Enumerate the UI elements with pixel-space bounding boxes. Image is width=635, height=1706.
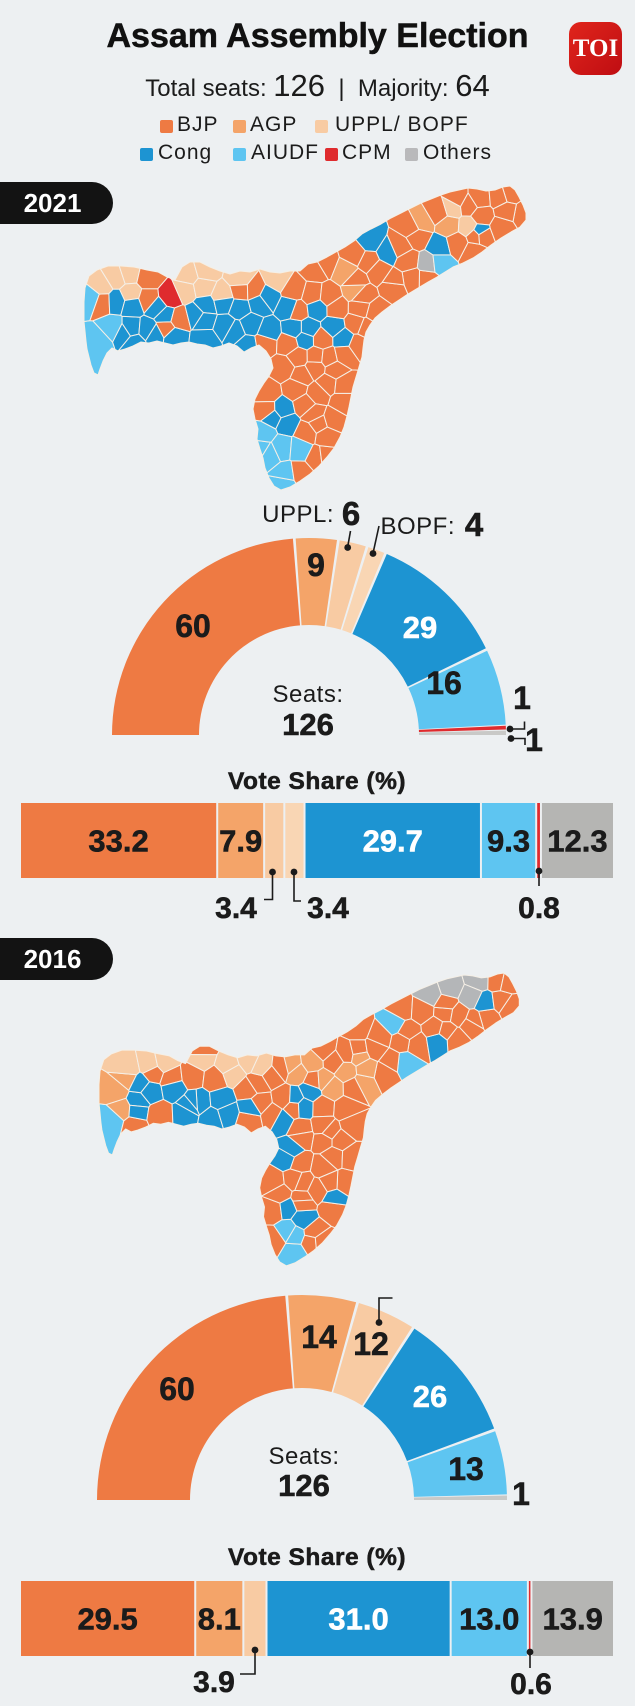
svg-text:7.9: 7.9 xyxy=(219,824,262,859)
svg-text:13: 13 xyxy=(448,1451,484,1487)
svg-text:12.3: 12.3 xyxy=(547,824,607,859)
svg-text:1: 1 xyxy=(512,1476,530,1512)
svg-text:14: 14 xyxy=(301,1319,337,1355)
svg-text:Vote Share (%): Vote Share (%) xyxy=(228,1544,406,1571)
svg-text:4: 4 xyxy=(465,506,484,543)
svg-text:60: 60 xyxy=(175,608,211,644)
svg-text:16: 16 xyxy=(426,665,462,701)
svg-text:126: 126 xyxy=(282,707,334,742)
svg-text:13.0: 13.0 xyxy=(459,1602,519,1637)
svg-text:29: 29 xyxy=(403,610,437,645)
svg-text:60: 60 xyxy=(159,1371,195,1407)
svg-text:0.6: 0.6 xyxy=(510,1668,552,1701)
svg-text:12: 12 xyxy=(353,1326,389,1362)
svg-text:Seats:: Seats: xyxy=(268,1443,339,1470)
svg-text:13.9: 13.9 xyxy=(543,1602,603,1637)
svg-text:1: 1 xyxy=(513,680,531,716)
svg-text:3.4: 3.4 xyxy=(215,892,257,925)
svg-text:Vote Share (%): Vote Share (%) xyxy=(228,768,406,795)
svg-text:126: 126 xyxy=(278,1468,330,1503)
svg-text:26: 26 xyxy=(413,1379,447,1414)
svg-text:29.7: 29.7 xyxy=(363,824,423,859)
svg-text:29.5: 29.5 xyxy=(77,1602,137,1637)
svg-text:UPPL:: UPPL: xyxy=(262,501,334,528)
svg-text:Seats:: Seats: xyxy=(272,681,343,708)
svg-text:3.9: 3.9 xyxy=(193,1666,235,1699)
svg-text:3.4: 3.4 xyxy=(307,892,349,925)
svg-text:BOPF:: BOPF: xyxy=(380,513,455,540)
svg-text:8.1: 8.1 xyxy=(198,1602,241,1637)
svg-text:6: 6 xyxy=(342,495,360,532)
svg-text:9.3: 9.3 xyxy=(487,824,530,859)
svg-text:9: 9 xyxy=(307,547,325,583)
svg-text:0.8: 0.8 xyxy=(518,892,560,925)
svg-text:33.2: 33.2 xyxy=(88,824,148,859)
svg-text:31.0: 31.0 xyxy=(328,1602,388,1637)
svg-text:1: 1 xyxy=(525,722,543,758)
